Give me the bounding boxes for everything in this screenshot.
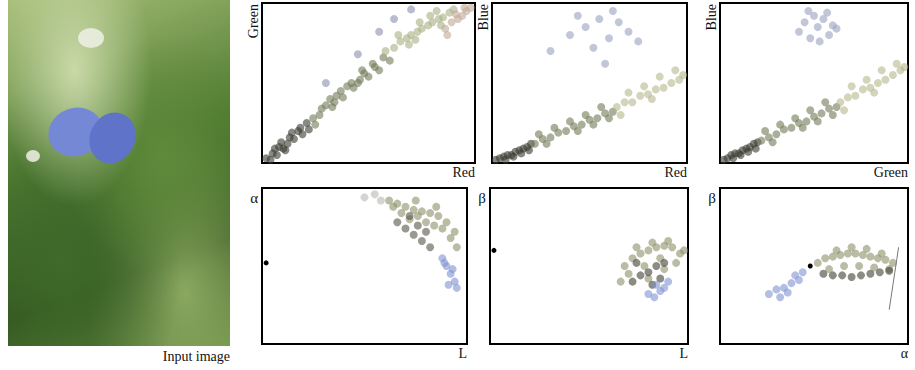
svg-text:Green: Green (874, 165, 908, 180)
svg-text:Red: Red (452, 165, 475, 180)
svg-text:β: β (708, 190, 716, 206)
svg-text:α: α (901, 346, 909, 361)
svg-text:Blue: Blue (704, 4, 719, 30)
html-text:Input image: Input image (162, 349, 230, 364)
svg-text:α: α (250, 190, 258, 206)
svg-text:Green: Green (246, 4, 261, 38)
svg-text:β: β (478, 190, 486, 206)
svg-text:L: L (458, 346, 467, 361)
svg-text:L: L (679, 346, 688, 361)
svg-text:Blue: Blue (476, 4, 491, 30)
svg-text:Red: Red (664, 165, 687, 180)
